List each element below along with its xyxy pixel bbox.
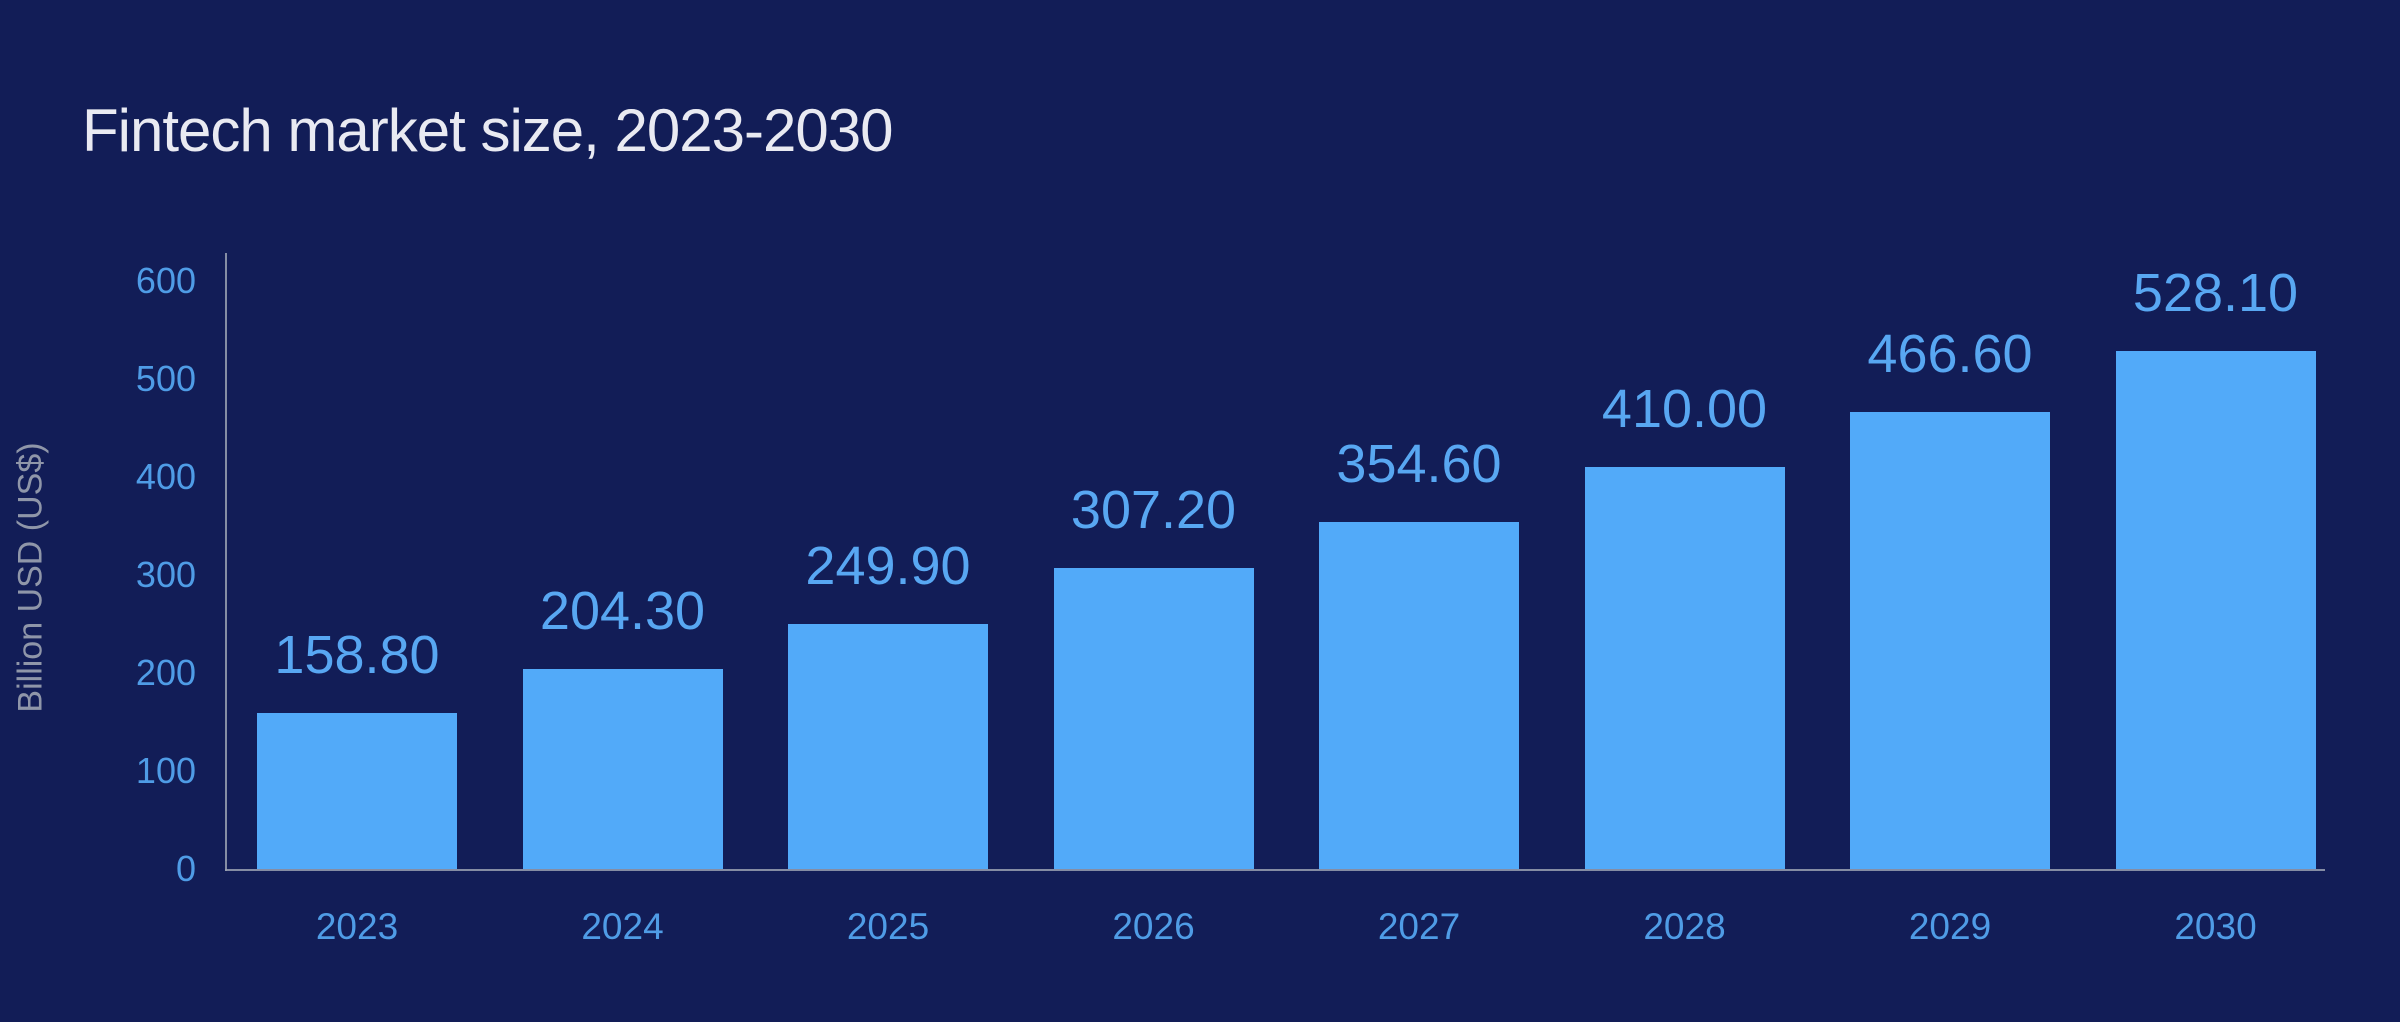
x-tick-label: 2027 [1377,906,1461,947]
bar-group: 204.30 [490,160,756,869]
y-axis-line [225,253,227,871]
bar-group: 528.10 [2083,160,2349,869]
y-tick-label: 100 [135,750,196,791]
bar-value-label: 307.20 [1070,479,1237,540]
chart-title: Fintech market size, 2023-2030 [82,97,893,164]
bar-group: 466.60 [1817,160,2083,869]
x-tick-label: 2028 [1643,906,1726,947]
bar-value-label: 354.60 [1336,433,1502,494]
bar-group: 158.80 [224,160,490,869]
x-tick-label: 2023 [315,906,399,947]
bar [788,624,988,869]
y-tick-label: 300 [135,554,196,595]
bar-value-label: 204.30 [539,580,706,641]
x-tick-label: 2026 [1112,906,1195,947]
bar-value-label: 249.90 [805,536,971,597]
bar-value-label: 410.00 [1601,379,1768,440]
y-tick-label: 500 [135,358,196,399]
bar-value-label: 528.10 [2132,263,2299,324]
bar [1850,411,2050,869]
y-tick-label: 600 [135,260,196,301]
bar [1053,567,1254,869]
y-tick-label: 200 [135,652,196,693]
bar [257,713,457,869]
bar [2115,351,2316,869]
x-tick-label: 2024 [581,906,664,947]
x-tick-label: 2029 [1908,906,1992,947]
x-axis-line [225,869,2325,871]
bar-value-label: 466.60 [1867,323,2033,384]
x-tick-label: 2030 [2174,906,2257,947]
bar [1319,521,1519,869]
bar-group: 249.90 [755,160,1021,869]
bar-group: 307.20 [1021,160,1287,869]
bar-value-label: 158.80 [274,625,440,686]
bar-group: 354.60 [1286,160,1552,869]
y-tick-label: 400 [135,456,196,497]
bar-group: 410.00 [1552,160,1818,869]
x-tick-label: 2025 [846,906,930,947]
bar [522,668,723,869]
bar [1584,467,1785,869]
y-tick-label: 0 [175,848,196,889]
